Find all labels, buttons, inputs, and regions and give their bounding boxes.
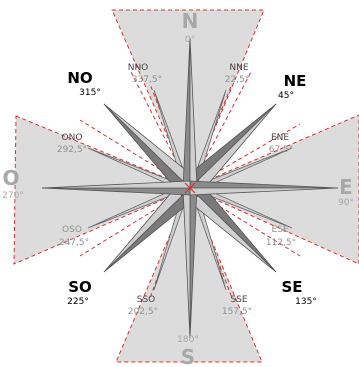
cardinal-points (41, 37, 339, 339)
deg-se: 135° (295, 297, 317, 307)
cardinal-labels: N 0° E 90° S 180° O 270° (2, 9, 354, 367)
deg-so: 225° (67, 297, 89, 307)
label-n: N (182, 9, 199, 33)
label-s: S (181, 345, 195, 367)
intercardinal-points (103, 103, 277, 273)
label-sse: SSE (230, 295, 247, 305)
deg-ese: 112,5° (266, 238, 296, 248)
deg-o: 270° (2, 191, 24, 201)
label-ne: NE (284, 72, 307, 90)
deg-sse: 157,5° (222, 307, 252, 317)
label-se: SE (281, 278, 302, 296)
deg-sso: 202,5° (128, 307, 158, 317)
label-ono: ONO (62, 133, 83, 143)
label-so: SO (68, 278, 92, 296)
label-e: E (339, 175, 353, 199)
label-ese: ESE (271, 225, 288, 235)
label-o: O (2, 166, 19, 190)
deg-ne: 45° (278, 91, 294, 101)
deg-oso: 247,5° (59, 238, 89, 248)
label-no: NO (67, 69, 92, 87)
deg-ono: 292,5° (57, 145, 87, 155)
deg-s: 180° (177, 335, 199, 345)
deg-no: 315° (79, 88, 101, 98)
deg-nno: 337,5° (132, 75, 162, 85)
deg-n: 0° (185, 35, 195, 45)
deg-ene: 67,5° (269, 145, 294, 155)
label-sso: SSO (137, 295, 156, 305)
intercardinal-labels: NE 45° SE 135° SO 225° NO 315° (67, 69, 317, 307)
point-w-light (41, 180, 191, 189)
secondary-labels: NNE 22,5° ENE 67,5° ESE 112,5° SSE 157,5… (57, 63, 296, 317)
label-ene: ENE (271, 133, 289, 143)
label-nne: NNE (229, 63, 248, 73)
deg-nne: 22,5° (225, 75, 250, 85)
label-oso: OSO (62, 225, 82, 235)
center-marker (184, 182, 196, 194)
label-nno: NNO (128, 63, 149, 73)
deg-e: 90° (338, 198, 354, 208)
